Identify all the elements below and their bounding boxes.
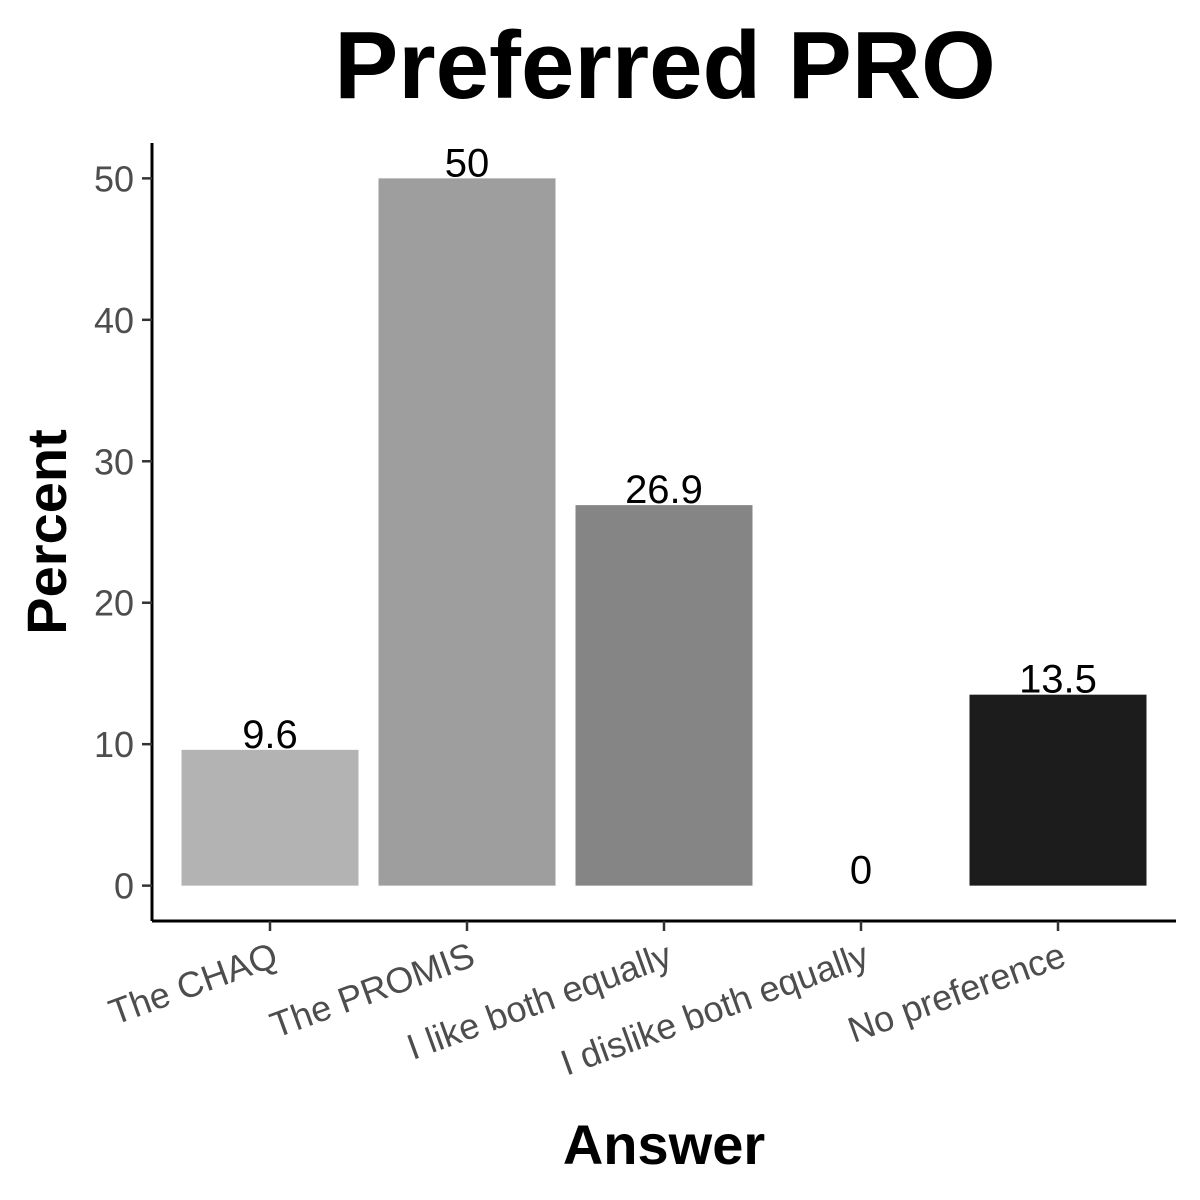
y-tick-label-5: 50	[94, 158, 134, 199]
x-tick-label-0: The CHAQ	[103, 934, 282, 1033]
data-label-0: 9.6	[242, 713, 298, 757]
x-axis-title: Answer	[563, 1113, 765, 1176]
bar-0	[181, 749, 359, 886]
bar-4	[969, 694, 1147, 886]
bar-1	[378, 178, 556, 886]
y-tick-label-1: 10	[94, 724, 134, 765]
y-axis: 0 10 20 30 40 50	[94, 143, 154, 921]
y-tick-label-0: 0	[114, 866, 134, 907]
y-tick-label-4: 40	[94, 300, 134, 341]
data-label-4: 13.5	[1019, 658, 1097, 702]
y-axis-title: Percent	[15, 429, 78, 634]
chart-title: Preferred PRO	[334, 12, 996, 119]
data-label-3: 0	[850, 849, 872, 893]
y-tick-label-3: 30	[94, 441, 134, 482]
y-tick-label-2: 20	[94, 583, 134, 624]
bars-group	[181, 178, 1147, 886]
bar-2	[575, 505, 753, 886]
data-label-1: 50	[445, 141, 490, 185]
data-label-2: 26.9	[625, 468, 703, 512]
x-tick-label-4: No preference	[842, 934, 1070, 1051]
data-labels-group: 9.6 50 26.9 0 13.5	[242, 141, 1097, 892]
